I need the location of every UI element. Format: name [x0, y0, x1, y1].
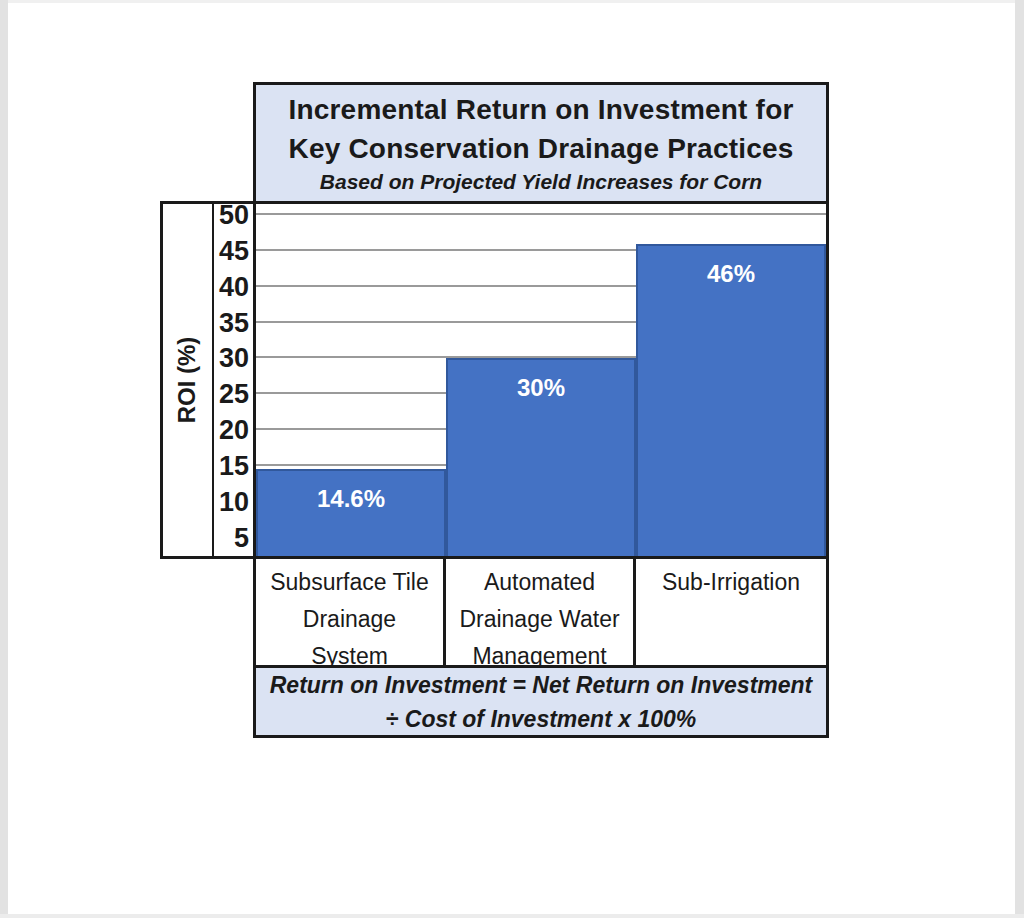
y-tick-25: 25	[219, 381, 249, 408]
page-top-edge	[0, 0, 1024, 3]
y-tick-10: 10	[219, 489, 249, 516]
bar-value-label-3: 46%	[638, 260, 824, 288]
chart-title-box: Incremental Return on Investment for Key…	[253, 82, 829, 204]
y-tick-30: 30	[219, 345, 249, 372]
chart-title-line-2: Key Conservation Drainage Practices	[289, 129, 794, 168]
y-tick-5: 5	[234, 525, 249, 552]
page-bottom-edge	[0, 914, 1024, 918]
document-page: Incremental Return on Investment for Key…	[0, 0, 1024, 918]
category-line: Drainage Water	[446, 601, 633, 638]
y-tick-35: 35	[219, 309, 249, 336]
category-line: Automated	[446, 564, 633, 601]
chart-title-line-1: Incremental Return on Investment for	[288, 90, 793, 129]
y-tick-40: 40	[219, 273, 249, 300]
bar-3: 46%	[636, 244, 826, 556]
y-axis-label-cell: ROI (%)	[160, 201, 215, 559]
category-line: Subsurface Tile	[256, 564, 443, 601]
bar-value-label-2: 30%	[448, 374, 634, 402]
category-cell-1: Subsurface TileDrainageSystem	[256, 559, 446, 665]
category-cell-3: Sub-Irrigation	[636, 559, 826, 665]
y-tick-15: 15	[219, 453, 249, 480]
bar-2: 30%	[446, 358, 636, 556]
category-line: Drainage	[256, 601, 443, 638]
chart-footnote-box: Return on Investment = Net Return on Inv…	[253, 665, 829, 738]
bar-value-label-1: 14.6%	[258, 485, 444, 513]
category-line: Sub-Irrigation	[636, 564, 826, 601]
y-tick-45: 45	[219, 237, 249, 264]
roi-bar-chart: Incremental Return on Investment for Key…	[160, 82, 836, 738]
y-axis-label: ROI (%)	[174, 337, 202, 424]
y-tick-50: 50	[219, 201, 249, 228]
y-tick-20: 20	[219, 417, 249, 444]
gridline-50	[256, 213, 826, 215]
chart-subtitle: Based on Projected Yield Increases for C…	[320, 168, 762, 196]
footnote-line-2: ÷ Cost of Investment x 100%	[386, 702, 696, 736]
category-axis-row: Subsurface TileDrainageSystemAutomatedDr…	[253, 556, 829, 668]
page-right-edge	[1015, 0, 1024, 918]
footnote-line-1: Return on Investment = Net Return on Inv…	[270, 668, 813, 702]
category-cell-2: AutomatedDrainage WaterManagement	[446, 559, 636, 665]
y-axis-ticks-column: 50 45 40 35 30 25 20 15 10 5	[212, 201, 256, 559]
bar-1: 14.6%	[256, 469, 446, 556]
plot-area: 14.6% 30% 46%	[253, 201, 829, 559]
page-left-edge	[0, 0, 8, 918]
